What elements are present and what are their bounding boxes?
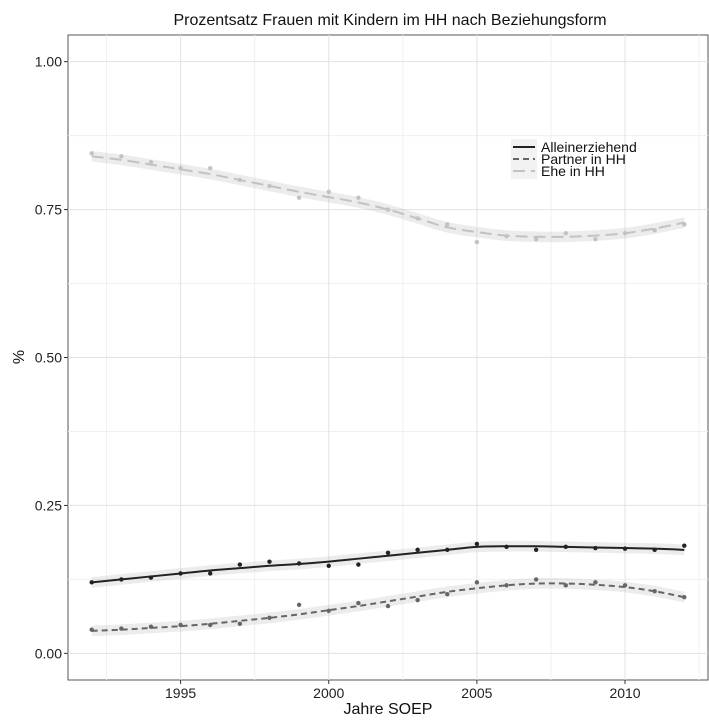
data-point xyxy=(622,231,628,236)
data-point xyxy=(385,603,391,609)
x-tick-label: 1995 xyxy=(165,685,196,701)
data-point xyxy=(445,222,450,227)
y-tick-label: 0.50 xyxy=(35,350,62,366)
data-point xyxy=(563,231,568,236)
data-point xyxy=(356,600,361,606)
data-point xyxy=(208,622,213,628)
data-point xyxy=(356,562,361,567)
data-point xyxy=(385,550,391,555)
data-point xyxy=(296,195,302,200)
legend-label: Partner in HH xyxy=(541,151,626,167)
data-point xyxy=(474,580,480,585)
y-tick-label: 0.25 xyxy=(35,497,62,513)
data-point xyxy=(148,575,154,580)
data-point xyxy=(296,602,302,608)
data-point xyxy=(326,608,331,613)
data-point xyxy=(296,561,302,566)
data-point xyxy=(622,583,628,588)
confidence-band xyxy=(91,540,685,588)
data-point xyxy=(563,544,568,550)
x-tick-label: 2010 xyxy=(609,685,640,701)
data-point xyxy=(89,151,94,156)
data-point xyxy=(89,627,94,632)
data-point xyxy=(148,624,154,629)
data-point xyxy=(682,594,687,600)
data-point xyxy=(533,236,539,242)
data-point xyxy=(326,563,331,568)
data-point xyxy=(208,571,213,576)
data-point xyxy=(178,165,183,171)
x-tick-label: 2000 xyxy=(313,685,344,701)
data-point xyxy=(237,177,243,183)
series-points xyxy=(89,151,687,632)
data-point xyxy=(356,195,361,200)
x-axis-title: Jahre SOEP xyxy=(344,701,433,718)
series-line xyxy=(91,155,685,238)
data-point xyxy=(267,559,272,564)
data-point xyxy=(622,546,628,551)
y-axis: 0.00 0.25 0.50 0.75 1.00 xyxy=(35,54,68,661)
y-axis-title: % xyxy=(11,350,28,364)
grid-minor xyxy=(68,35,708,680)
data-point xyxy=(415,597,420,603)
data-point xyxy=(208,165,213,171)
data-point xyxy=(593,236,598,242)
x-tick-label: 2005 xyxy=(461,685,492,701)
data-point xyxy=(593,545,598,551)
data-point xyxy=(178,622,183,628)
data-point xyxy=(652,589,657,594)
data-point xyxy=(533,547,539,553)
data-point xyxy=(119,626,124,631)
data-point xyxy=(563,583,568,588)
data-point xyxy=(415,547,420,553)
data-point xyxy=(652,547,657,553)
data-point xyxy=(593,580,598,585)
legend-label: Ehe in HH xyxy=(541,163,605,179)
data-point xyxy=(504,544,509,550)
grid-major xyxy=(68,35,708,680)
data-point xyxy=(504,583,509,588)
data-point xyxy=(237,621,243,626)
y-tick-label: 0.75 xyxy=(35,202,62,218)
data-point xyxy=(533,577,539,582)
data-point xyxy=(119,577,124,582)
data-point xyxy=(385,207,391,212)
data-point xyxy=(445,547,450,553)
data-point xyxy=(148,160,154,165)
data-point xyxy=(178,571,183,576)
chart-title: Prozentsatz Frauen mit Kindern im HH nac… xyxy=(173,12,606,29)
series-line xyxy=(91,545,685,584)
data-point xyxy=(89,580,94,585)
x-axis: 1995 2000 2005 2010 xyxy=(165,680,641,701)
data-point xyxy=(237,562,243,567)
y-tick-label: 0.00 xyxy=(35,645,62,661)
data-point xyxy=(474,541,480,547)
legend-label: Alleinerziehend xyxy=(541,139,637,155)
series-lines xyxy=(91,155,685,632)
data-point xyxy=(474,239,480,245)
data-point xyxy=(326,189,331,195)
data-point xyxy=(267,183,272,189)
data-point xyxy=(682,543,687,548)
data-point xyxy=(415,216,420,221)
data-point xyxy=(119,154,124,159)
data-point xyxy=(682,222,687,227)
data-point xyxy=(445,591,450,597)
data-point xyxy=(504,233,509,239)
data-point xyxy=(652,228,657,233)
data-point xyxy=(267,615,272,621)
y-tick-label: 1.00 xyxy=(35,54,62,70)
